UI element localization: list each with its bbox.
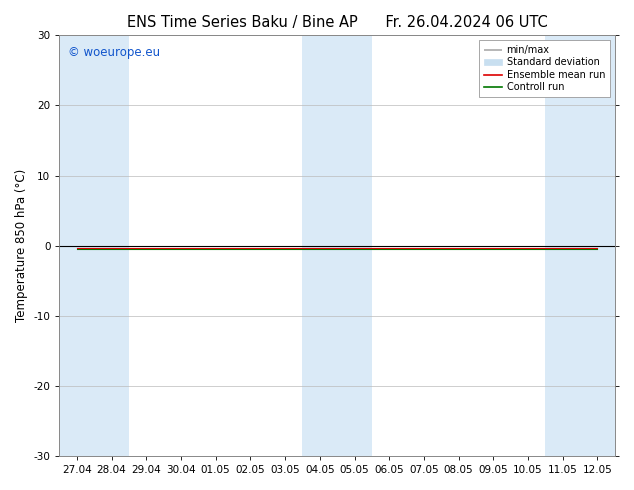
Text: © woeurope.eu: © woeurope.eu [68,46,160,59]
Y-axis label: Temperature 850 hPa (°C): Temperature 850 hPa (°C) [15,169,28,322]
Title: ENS Time Series Baku / Bine AP      Fr. 26.04.2024 06 UTC: ENS Time Series Baku / Bine AP Fr. 26.04… [127,15,548,30]
Bar [60,35,129,456]
Bar [302,35,372,456]
Bar [545,35,615,456]
Legend: min/max, Standard deviation, Ensemble mean run, Controll run: min/max, Standard deviation, Ensemble me… [479,40,610,97]
